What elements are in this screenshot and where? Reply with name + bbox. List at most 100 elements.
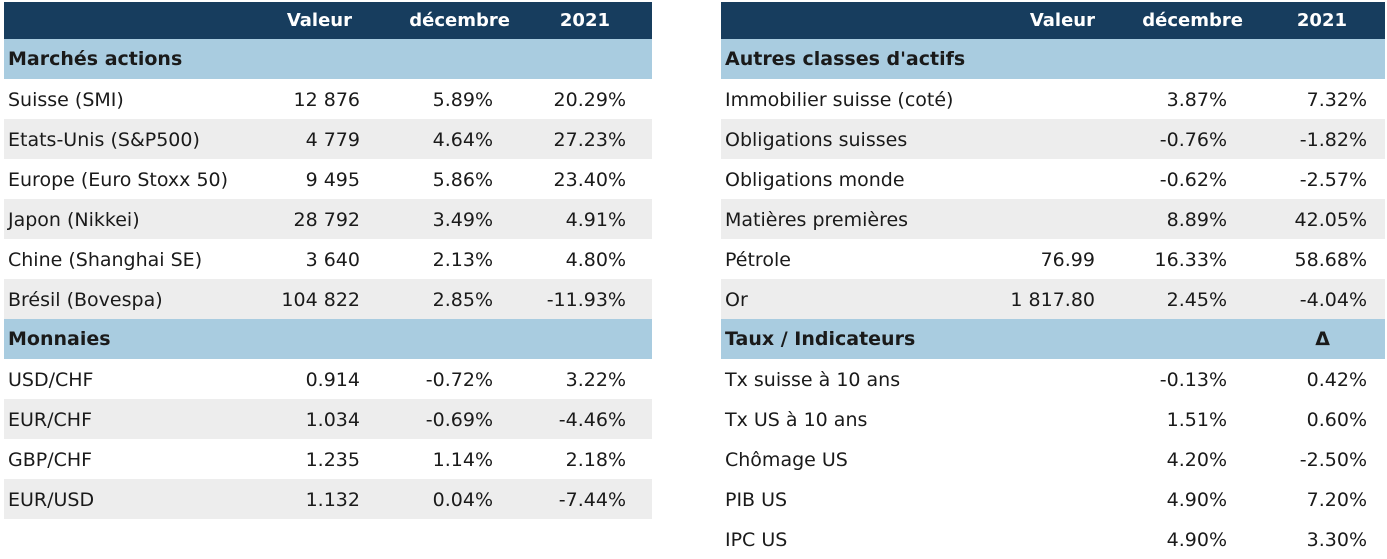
row-value: 9 495: [305, 169, 360, 191]
row-value: 104 822: [281, 289, 360, 311]
row-december: 2.85%: [432, 289, 493, 311]
table-row: Obligations suisses -0.76% -1.82%: [721, 119, 1385, 159]
market-equities-currencies-table: Valeur décembre 2021 Marchés actions Sui…: [4, 2, 652, 519]
col-header-value: Valeur: [1029, 10, 1095, 31]
col-header-value: Valeur: [286, 10, 352, 31]
row-december: -0.69%: [425, 409, 493, 431]
section-title: Monnaies: [8, 328, 111, 350]
col-header-2021: 2021: [559, 10, 610, 31]
row-label: Japon (Nikkei): [8, 209, 140, 231]
row-label: Matières premières: [725, 209, 909, 231]
row-label: GBP/CHF: [8, 449, 93, 471]
col-header-december: décembre: [409, 10, 510, 31]
section-title: Marchés actions: [8, 48, 183, 70]
table-row: PIB US 4.90% 7.20%: [721, 479, 1385, 519]
row-december: -0.62%: [1159, 169, 1227, 191]
row-december: 1.51%: [1166, 409, 1227, 431]
row-december: 2.13%: [432, 249, 493, 271]
section-title: Autres classes d'actifs: [725, 48, 966, 70]
row-december: 0.04%: [432, 489, 493, 511]
row-label: Tx US à 10 ans: [725, 409, 868, 431]
table-row: IPC US 4.90% 3.30%: [721, 519, 1385, 559]
row-ytd: -4.46%: [558, 409, 626, 431]
row-december: 4.20%: [1166, 449, 1227, 471]
row-value: 76.99: [1040, 249, 1095, 271]
row-value: 28 792: [293, 209, 360, 231]
row-label: Or: [725, 289, 748, 311]
row-december: 3.49%: [432, 209, 493, 231]
row-label: Etats-Unis (S&P500): [8, 129, 200, 151]
row-delta: 7.20%: [1306, 489, 1367, 511]
row-label: IPC US: [725, 529, 788, 551]
row-label: PIB US: [725, 489, 788, 511]
row-value: 1.235: [305, 449, 360, 471]
row-ytd: -4.04%: [1299, 289, 1367, 311]
row-label: Chômage US: [725, 449, 848, 471]
row-december: 2.45%: [1166, 289, 1227, 311]
row-value: 0.914: [305, 369, 360, 391]
table-row: Obligations monde -0.62% -2.57%: [721, 159, 1385, 199]
section-title: Taux / Indicateurs: [725, 328, 916, 350]
table-row: Tx suisse à 10 ans -0.13% 0.42%: [721, 359, 1385, 399]
row-ytd: 7.32%: [1306, 89, 1367, 111]
table-row: EUR/USD 1.132 0.04% -7.44%: [4, 479, 652, 519]
table-row: Chômage US 4.20% -2.50%: [721, 439, 1385, 479]
row-december: 5.89%: [432, 89, 493, 111]
row-label: Chine (Shanghai SE): [8, 249, 203, 271]
row-label: Tx suisse à 10 ans: [725, 369, 901, 391]
table-row: Japon (Nikkei) 28 792 3.49% 4.91%: [4, 199, 652, 239]
table-header: Valeur décembre 2021: [721, 2, 1385, 39]
row-ytd: 4.91%: [565, 209, 626, 231]
table-row: Europe (Euro Stoxx 50) 9 495 5.86% 23.40%: [4, 159, 652, 199]
delta-header: Δ: [1315, 328, 1330, 350]
table-row: GBP/CHF 1.235 1.14% 2.18%: [4, 439, 652, 479]
row-label: Brésil (Bovespa): [8, 289, 163, 311]
table-row: Pétrole 76.99 16.33% 58.68%: [721, 239, 1385, 279]
row-december: 16.33%: [1154, 249, 1227, 271]
table-row: Brésil (Bovespa) 104 822 2.85% -11.93%: [4, 279, 652, 319]
section-header: Taux / Indicateurs Δ: [721, 319, 1385, 359]
row-delta: 0.42%: [1306, 369, 1367, 391]
row-label: Immobilier suisse (coté): [725, 89, 954, 111]
row-december: -0.13%: [1159, 369, 1227, 391]
row-ytd: 27.23%: [553, 129, 626, 151]
row-delta: 3.30%: [1306, 529, 1367, 551]
row-december: 4.90%: [1166, 529, 1227, 551]
section-header: Autres classes d'actifs: [721, 39, 1385, 79]
row-ytd: 4.80%: [565, 249, 626, 271]
col-header-december: décembre: [1142, 10, 1243, 31]
row-ytd: -2.57%: [1299, 169, 1367, 191]
row-december: -0.72%: [425, 369, 493, 391]
row-label: Obligations monde: [725, 169, 905, 191]
table-row: Tx US à 10 ans 1.51% 0.60%: [721, 399, 1385, 439]
row-label: EUR/USD: [8, 489, 95, 511]
row-value: 4 779: [305, 129, 360, 151]
row-ytd: 42.05%: [1294, 209, 1367, 231]
row-label: Suisse (SMI): [8, 89, 124, 111]
col-header-2021: 2021: [1296, 10, 1347, 31]
row-label: Pétrole: [725, 249, 791, 271]
section-header: Monnaies: [4, 319, 652, 359]
row-delta: -2.50%: [1299, 449, 1367, 471]
row-december: 4.64%: [432, 129, 493, 151]
row-ytd: 58.68%: [1294, 249, 1367, 271]
table-header: Valeur décembre 2021: [4, 2, 652, 39]
row-december: -0.76%: [1159, 129, 1227, 151]
row-label: USD/CHF: [8, 369, 94, 391]
row-december: 4.90%: [1166, 489, 1227, 511]
row-value: 1 817.80: [1010, 289, 1095, 311]
table-row: Immobilier suisse (coté) 3.87% 7.32%: [721, 79, 1385, 119]
table-row: Etats-Unis (S&P500) 4 779 4.64% 27.23%: [4, 119, 652, 159]
row-label: EUR/CHF: [8, 409, 92, 431]
row-value: 3 640: [305, 249, 360, 271]
row-value: 12 876: [293, 89, 360, 111]
table-row: Matières premières 8.89% 42.05%: [721, 199, 1385, 239]
row-december: 1.14%: [432, 449, 493, 471]
row-value: 1.034: [305, 409, 360, 431]
row-ytd: 20.29%: [553, 89, 626, 111]
table-row: Or 1 817.80 2.45% -4.04%: [721, 279, 1385, 319]
table-row: USD/CHF 0.914 -0.72% 3.22%: [4, 359, 652, 399]
table-row: Suisse (SMI) 12 876 5.89% 20.29%: [4, 79, 652, 119]
row-ytd: 3.22%: [565, 369, 626, 391]
section-header: Marchés actions: [4, 39, 652, 79]
